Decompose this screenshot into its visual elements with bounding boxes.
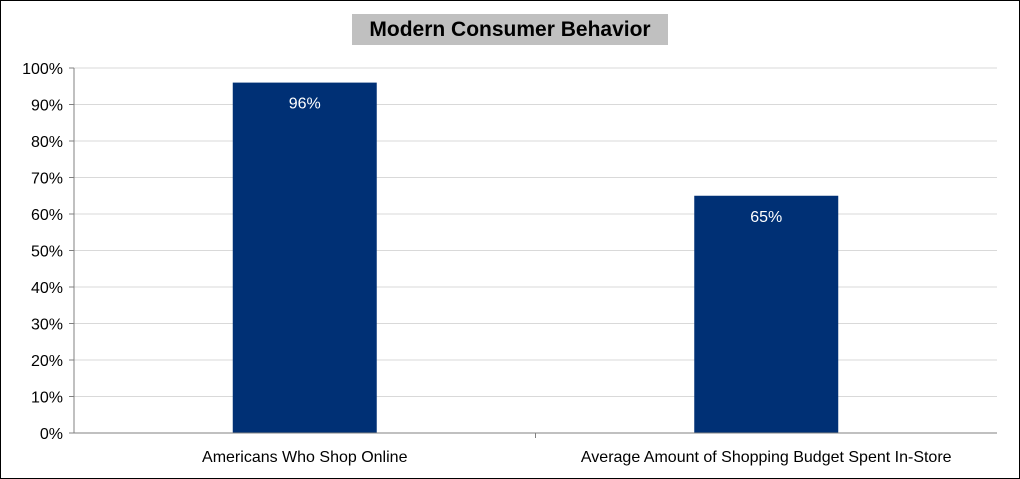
y-tick-label: 60% bbox=[31, 207, 63, 224]
y-tick-label: 40% bbox=[31, 280, 63, 297]
x-category-label: Americans Who Shop Online bbox=[202, 449, 408, 466]
data-label: 96% bbox=[289, 96, 321, 113]
gridlines bbox=[74, 67, 997, 397]
y-tick-label: 70% bbox=[31, 171, 63, 188]
y-tick-label: 30% bbox=[31, 317, 63, 334]
data-label: 65% bbox=[750, 209, 782, 226]
y-tick-label: 10% bbox=[31, 390, 63, 407]
bar bbox=[232, 82, 377, 433]
bars bbox=[232, 82, 839, 433]
x-category-label: Average Amount of Shopping Budget Spent … bbox=[581, 449, 952, 466]
y-tick-label: 100% bbox=[22, 61, 63, 78]
y-tick-label: 80% bbox=[31, 134, 63, 151]
y-tick-label: 0% bbox=[40, 426, 63, 443]
axes bbox=[69, 67, 997, 438]
y-tick-label: 20% bbox=[31, 353, 63, 370]
y-tick-label: 90% bbox=[31, 98, 63, 115]
y-tick-label: 50% bbox=[31, 244, 63, 261]
chart-title: Modern Consumer Behavior bbox=[352, 14, 668, 45]
labels: 0% 10% 20% 30% 40% 50% 60% 70% 80% 90% 100% 96% Amer… bbox=[22, 61, 952, 466]
bar bbox=[694, 195, 839, 433]
